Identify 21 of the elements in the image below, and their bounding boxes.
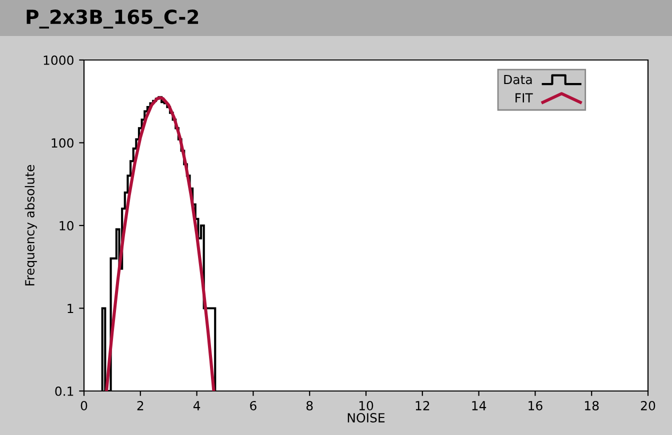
x-tick-label: 2 (137, 400, 144, 410)
x-tick-label: 6 (250, 400, 256, 410)
legend-label: Data (504, 74, 532, 84)
x-tick-label: 4 (193, 401, 200, 410)
x-tick-label: 16 (528, 400, 542, 410)
y-tick-label: 10 (60, 220, 74, 230)
x-tick-label: 0 (80, 400, 88, 410)
y-axis-title: Frequency absolute (24, 165, 37, 286)
y-tick-label: 0.1 (55, 386, 74, 396)
x-tick-label: 8 (306, 400, 313, 410)
x-tick-label: 10 (359, 400, 374, 410)
x-tick-label: 14 (472, 401, 486, 410)
x-tick-label: 20 (640, 400, 656, 410)
y-tick-label: 100 (52, 138, 74, 148)
x-axis-title: NOISE (348, 413, 385, 422)
y-tick-label: 1000 (44, 55, 74, 65)
y-tick-label: 1 (68, 304, 74, 313)
legend-label: FIT (516, 93, 533, 102)
chart-title: P_2x3B_165_C-2 (26, 9, 198, 29)
x-tick-label: 12 (416, 400, 430, 410)
x-tick-label: 18 (585, 400, 599, 410)
